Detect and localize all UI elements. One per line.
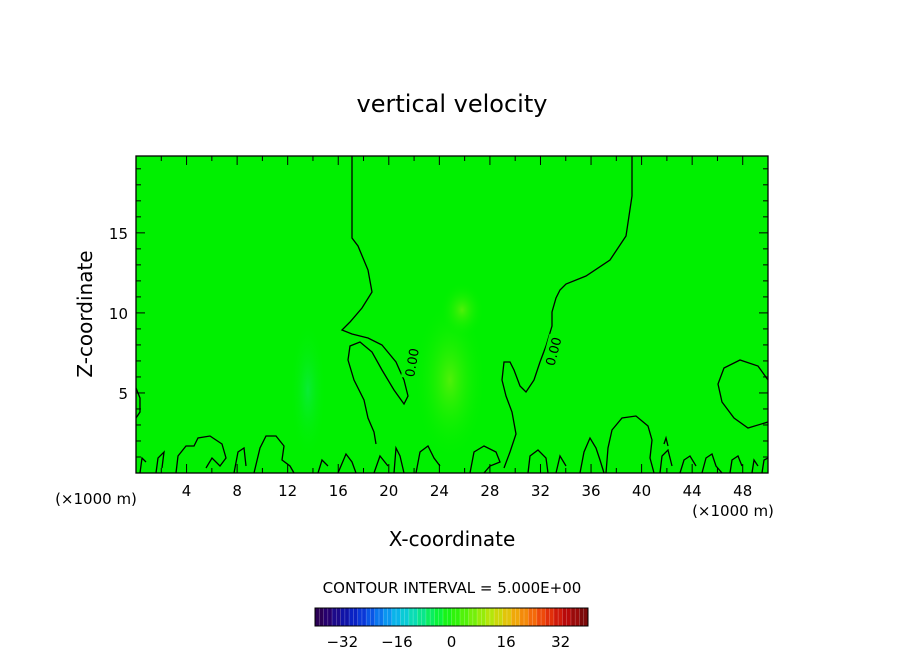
x-tick-label: 24 [430,482,449,500]
colorbar-swatch [366,608,376,626]
contour-zero-right-plume [501,156,633,469]
axis-ticks [136,156,768,473]
contour-label-bg [541,333,564,369]
x-unit-label-left: (×1000 m) [55,490,137,508]
contour-closed-right [717,359,769,429]
colorbar-swatch [553,608,563,626]
plot-frame [135,155,769,474]
colorbar-frame [314,607,589,627]
colorbar-tick-label: 32 [551,633,570,651]
colorbar-swatch [528,608,538,626]
colorbar-swatch [408,608,418,626]
colorbar-tick-labels: −32 −16 0 16 32 [326,633,570,651]
colorbar-swatch [323,608,333,626]
colorbar-swatch [417,608,427,626]
x-tick-label: 48 [733,482,752,500]
colorbar-swatch [570,608,580,626]
y-tick-label: 15 [109,225,128,243]
x-unit-label-right: (×1000 m) [692,502,774,520]
colorbar-swatch [340,608,350,626]
x-tick-label: 16 [329,482,348,500]
colorbar-swatch [536,608,546,626]
colorbar-swatch [545,608,555,626]
x-tick-label: 8 [232,482,242,500]
colorbar-swatch [485,608,495,626]
colorbar-tick-label: 16 [497,633,516,651]
plot-area [136,156,768,473]
contour-label: 0.00 [544,336,566,368]
colorbar-swatch [519,608,529,626]
colorbar-swatch [383,608,393,626]
colorbar-swatch [434,608,444,626]
colorbar-swatch [349,608,359,626]
colorbar-swatch [442,608,452,626]
contour-near-surface-5 [139,435,669,474]
colorbar-swatch [400,608,410,626]
contour-label: 0.00 [403,347,423,378]
y-tick-label: 5 [118,385,128,403]
colorbar-swatch [502,608,512,626]
colorbar-swatch [494,608,504,626]
colorbar-swatch [332,608,342,626]
contour-label-bg [400,345,421,380]
colorbar-swatch [315,608,325,626]
contour-zero-left-plume [340,156,409,445]
colorbar-swatch [477,608,487,626]
x-tick-label: 36 [581,482,600,500]
contour-near-surface-4 [579,415,769,474]
colorbar-swatch [374,608,384,626]
colorbar-swatch [357,608,367,626]
x-tick-labels: 4 8 12 16 20 24 28 32 36 40 44 48 [182,482,752,500]
contour-near-surface-2 [317,445,441,474]
y-tick-label: 10 [109,305,128,323]
x-tick-label: 4 [182,482,192,500]
contour-labels: 0.00 0.00 [400,333,566,380]
x-tick-label: 28 [480,482,499,500]
x-tick-label: 12 [278,482,297,500]
x-tick-label: 32 [531,482,550,500]
colorbar-swatch [468,608,478,626]
colorbar-swatch [391,608,401,626]
colorbar-swatch [511,608,521,626]
colorbar-swatch [579,608,589,626]
colorbar-tick-label: −32 [326,633,358,651]
field-cool-anomaly [290,320,326,460]
x-tick-label: 20 [379,482,398,500]
colorbar-swatch [425,608,435,626]
colorbar-swatch [451,608,461,626]
x-tick-label: 40 [632,482,651,500]
colorbar-tick-label: −16 [381,633,413,651]
x-axis-title: X-coordinate [389,527,516,551]
y-tick-labels: 5 10 15 [109,225,128,403]
colorbar-tick-label: 0 [447,633,457,651]
chart-title: vertical velocity [357,90,548,118]
contour-near-surface-1 [155,435,295,474]
field-warm-anomaly-upper [440,282,484,338]
colorbar [314,607,589,627]
colorbar-swatch [460,608,470,626]
field-warm-anomaly [414,300,486,460]
x-tick-label: 44 [683,482,702,500]
contour-interval-text: CONTOUR INTERVAL = 5.000E+00 [323,579,582,597]
colorbar-swatch [562,608,572,626]
y-axis-title: Z-coordinate [73,250,97,377]
